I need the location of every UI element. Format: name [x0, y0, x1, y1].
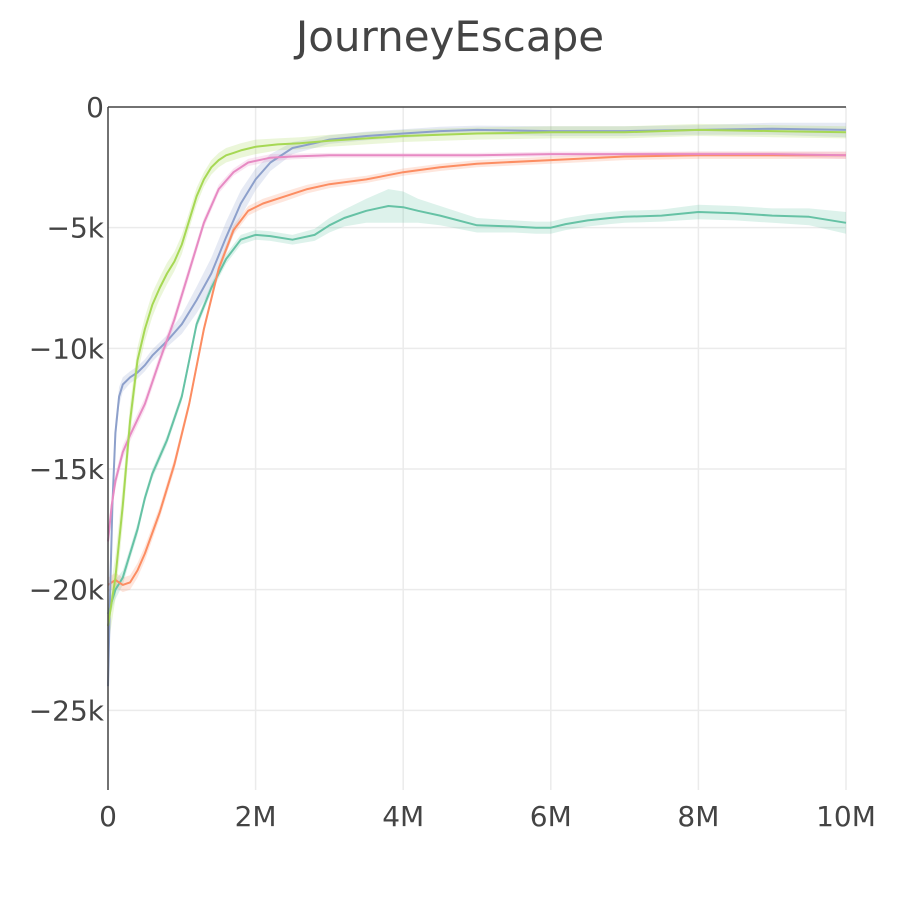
y-tick-label-5: −25k [29, 694, 105, 727]
y-tick-label-4: −20k [29, 574, 105, 607]
series-line-4 [107, 128, 847, 627]
series-band-4 [108, 123, 846, 648]
axes [107, 106, 846, 790]
x-tick-label-1: 2M [235, 800, 277, 833]
series-line-0 [107, 205, 847, 615]
grid-lines [108, 107, 847, 790]
y-tick-label-3: −15k [29, 453, 105, 486]
x-tick-label-5: 10M [816, 800, 876, 833]
chart-title: JourneyEscape [295, 12, 605, 61]
x-tick-label-3: 6M [530, 800, 572, 833]
confidence-bands [108, 122, 846, 706]
series-line-1 [107, 154, 846, 586]
x-tick-label-4: 8M [677, 800, 719, 833]
y-tick-label-1: −5k [47, 212, 105, 245]
series-lines [107, 127, 847, 687]
y-tick-label-2: −10k [29, 332, 105, 365]
x-tick-label-2: 4M [382, 800, 424, 833]
x-tick-label-0: 0 [99, 800, 117, 833]
tick-labels: 0 2M 4M 6M 8M 10M 0 −5k −10k −15k −20k −25k [29, 91, 876, 833]
y-tick-label-0: 0 [86, 91, 104, 124]
series-line-2 [107, 127, 847, 687]
